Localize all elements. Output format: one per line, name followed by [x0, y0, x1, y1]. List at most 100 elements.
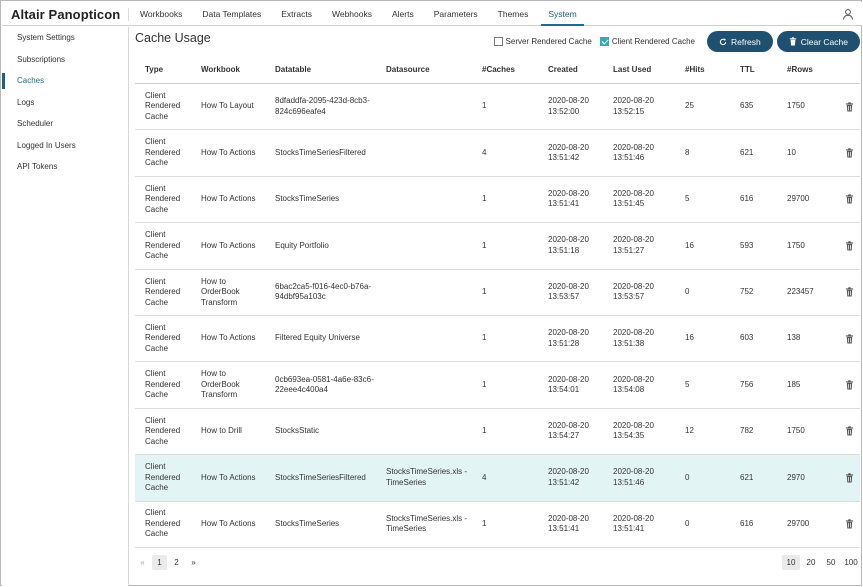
- sidebar-item-logs[interactable]: Logs: [17, 97, 35, 107]
- trash-icon[interactable]: [845, 473, 854, 483]
- column-header-ttl[interactable]: TTL: [740, 64, 755, 74]
- trash-icon[interactable]: [845, 333, 854, 344]
- table-row[interactable]: Client Rendered Cache How To Actions Stock…: [135, 502, 860, 548]
- cell-ttl: 752: [740, 287, 754, 296]
- cell-ttl: 635: [740, 101, 754, 111]
- delete-row-cell[interactable]: [833, 380, 856, 390]
- cell-caches: 1: [482, 426, 487, 436]
- table-row[interactable]: Client Rendered Cache How to OrderBook Tr…: [135, 270, 860, 316]
- pagination-page-1[interactable]: 1: [152, 555, 167, 570]
- cell-type: Client Rendered Cache: [145, 230, 181, 261]
- delete-row-cell[interactable]: [833, 194, 856, 204]
- cell-datatable: StocksTimeSeriesFiltered: [275, 147, 366, 157]
- column-header-last-used[interactable]: Last Used: [613, 64, 652, 74]
- cell-last-used: 2020-08-20 13:54:35: [613, 420, 654, 441]
- nav-item-system[interactable]: System: [538, 2, 586, 26]
- page-size-20[interactable]: 20: [806, 558, 816, 567]
- delete-row-cell[interactable]: [833, 287, 856, 297]
- nav-item-extracts[interactable]: Extracts: [281, 9, 312, 19]
- nav-item-webhooks[interactable]: Webhooks: [331, 9, 372, 19]
- table-row[interactable]: Client Rendered Cache How to Drill StocksS…: [135, 409, 860, 456]
- page-size-50[interactable]: 50: [826, 558, 836, 567]
- trash-icon[interactable]: [845, 194, 854, 204]
- top-navigation-bar: Altair Panopticon Workbooks Data Template…: [2, 2, 862, 26]
- cell-hits: 5: [685, 194, 690, 204]
- column-header-hits[interactable]: #Hits: [685, 64, 705, 74]
- trash-icon[interactable]: [845, 426, 854, 436]
- delete-row-cell[interactable]: [833, 241, 856, 251]
- column-header-datatable[interactable]: Datatable: [275, 64, 312, 74]
- trash-icon[interactable]: [845, 102, 854, 112]
- cell-ttl: 621: [740, 472, 754, 482]
- delete-row-cell[interactable]: [833, 519, 856, 529]
- sidebar-item-scheduler[interactable]: Scheduler: [17, 119, 54, 128]
- cache-table: Type Workbook Datatable Datasource #Caches Cr…: [135, 57, 860, 548]
- table-row[interactable]: Client Rendered Cache How To Actions Stock…: [135, 130, 860, 177]
- cell-type: Client Rendered Cache: [145, 276, 181, 307]
- server-rendered-cache-label: Server Rendered Cache: [505, 37, 592, 46]
- trash-icon[interactable]: [845, 287, 854, 297]
- delete-row-cell[interactable]: [833, 426, 856, 436]
- server-rendered-cache-checkbox[interactable]: Server Rendered Cache: [493, 37, 592, 46]
- column-header-rows[interactable]: #Rows: [787, 64, 813, 74]
- cell-last-used: 2020-08-20 13:51:46: [613, 467, 654, 487]
- nav-item-alerts[interactable]: Alerts: [391, 9, 414, 19]
- cell-caches: 4: [482, 472, 487, 482]
- cell-datatable: 8dfaddfa-2095-423d-8cb3-824c696eafe4: [275, 96, 370, 116]
- cell-rows: 1750: [787, 426, 805, 436]
- brand-separator: [128, 8, 129, 21]
- refresh-button[interactable]: Refresh: [706, 31, 773, 52]
- nav-item-workbooks[interactable]: Workbooks: [140, 9, 183, 19]
- cell-rows: 29700: [787, 518, 810, 528]
- page-size-10[interactable]: 10: [782, 555, 800, 570]
- sidebar-item-subscriptions[interactable]: Subscriptions: [17, 54, 66, 64]
- page-size-100[interactable]: 100: [844, 558, 858, 567]
- nav-item-data-templates[interactable]: Data Templates: [202, 9, 262, 19]
- trash-icon[interactable]: [845, 519, 854, 529]
- sidebar-item-system-settings[interactable]: System Settings: [17, 33, 75, 42]
- cell-caches: 1: [482, 333, 487, 343]
- trash-icon[interactable]: [845, 241, 854, 251]
- pagination-prev-button[interactable]: «: [140, 558, 145, 567]
- client-rendered-cache-checkbox[interactable]: Client Rendered Cache: [599, 37, 695, 46]
- column-header-type[interactable]: Type: [145, 64, 164, 74]
- delete-row-cell[interactable]: [833, 473, 856, 483]
- page-title: Cache Usage: [135, 31, 211, 45]
- cell-caches: 1: [482, 518, 487, 528]
- cell-ttl: 782: [740, 426, 754, 436]
- trash-icon[interactable]: [845, 148, 854, 158]
- column-header-caches[interactable]: #Caches: [482, 64, 515, 74]
- column-header-datasource[interactable]: Datasource: [386, 64, 430, 74]
- trash-icon[interactable]: [845, 380, 854, 390]
- client-rendered-checkbox-box[interactable]: [599, 37, 609, 46]
- table-row[interactable]: Client Rendered Cache How To Actions Filte…: [135, 316, 860, 363]
- table-row[interactable]: Client Rendered Cache How To Actions Stock…: [135, 177, 860, 224]
- sidebar-item-api-tokens[interactable]: API Tokens: [17, 162, 58, 171]
- pagination-page-2[interactable]: 2: [174, 558, 179, 567]
- table-header: Type Workbook Datatable Datasource #Caches Cr…: [135, 57, 860, 84]
- user-icon[interactable]: [842, 8, 854, 20]
- table-row[interactable]: Client Rendered Cache How To Layout 8dfadd…: [135, 84, 860, 131]
- column-header-created[interactable]: Created: [548, 64, 578, 74]
- cell-datatable: StocksTimeSeries: [275, 518, 340, 528]
- sidebar-item-caches[interactable]: Caches: [2, 70, 128, 92]
- column-header-workbook[interactable]: Workbook: [201, 64, 240, 74]
- server-rendered-checkbox-box[interactable]: [493, 37, 503, 46]
- delete-row-cell[interactable]: [833, 102, 856, 112]
- delete-row-cell[interactable]: [833, 333, 856, 344]
- table-row[interactable]: Client Rendered Cache How To Actions Stock…: [135, 455, 860, 502]
- cell-hits: 16: [685, 240, 694, 250]
- cell-ttl: 593: [740, 240, 754, 250]
- table-row[interactable]: Client Rendered Cache How to OrderBook Tr…: [135, 362, 860, 409]
- cell-last-used: 2020-08-20 13:52:15: [613, 96, 654, 116]
- cell-type: Client Rendered Cache: [145, 90, 181, 121]
- clear-cache-button[interactable]: Clear Cache: [776, 31, 860, 52]
- sidebar-item-logged-in-users[interactable]: Logged In Users: [17, 140, 76, 150]
- cell-workbook: How to OrderBook Transform: [201, 276, 240, 307]
- delete-row-cell[interactable]: [833, 148, 856, 158]
- nav-item-parameters[interactable]: Parameters: [433, 9, 478, 19]
- table-row[interactable]: Client Rendered Cache How To Actions Equit…: [135, 223, 860, 270]
- pagination-next-button[interactable]: »: [191, 558, 196, 567]
- nav-item-themes[interactable]: Themes: [497, 9, 529, 19]
- cell-datatable: 6bac2ca5-f016-4ec0-b76a-94dbf95a103c: [275, 281, 372, 302]
